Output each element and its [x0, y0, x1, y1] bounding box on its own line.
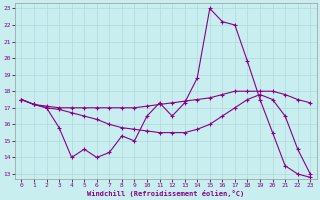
X-axis label: Windchill (Refroidissement éolien,°C): Windchill (Refroidissement éolien,°C): [87, 190, 244, 197]
